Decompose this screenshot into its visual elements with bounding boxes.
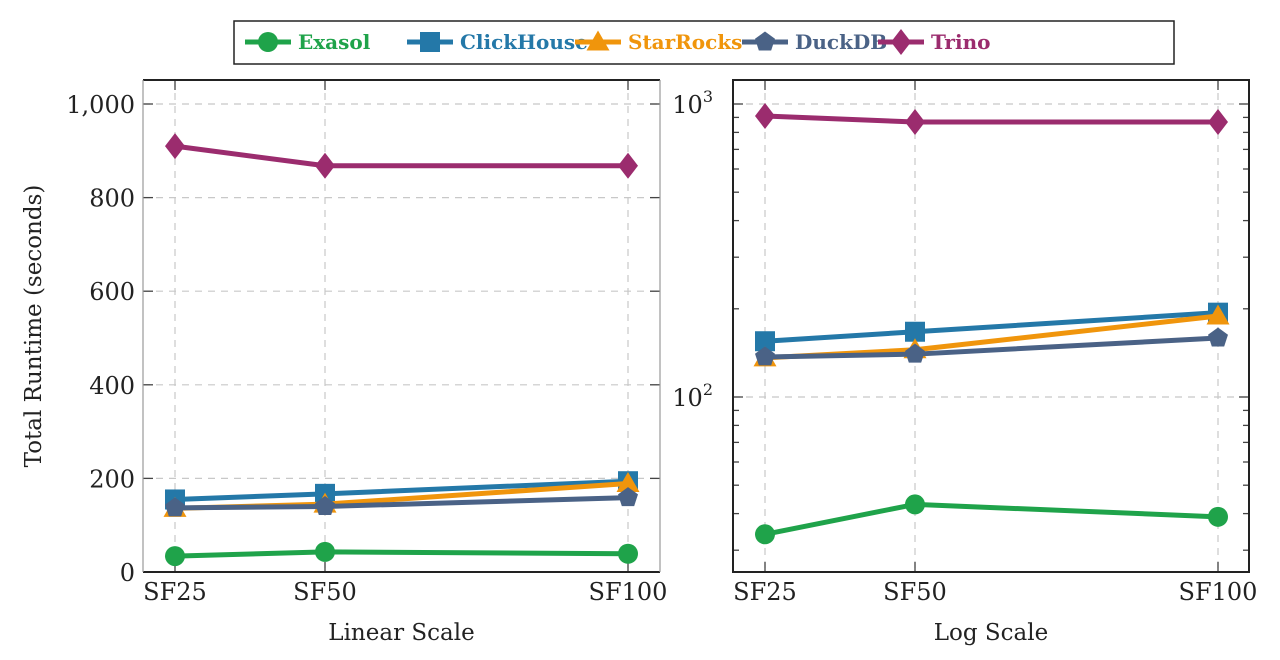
y-axis-title: Total Runtime (seconds) [21,185,47,468]
data-point-starrocks-sf100 [616,472,640,493]
data-point-exasol-sf100 [1208,506,1228,527]
data-point-trino-sf25 [165,133,185,160]
y-tick-label: 0 [120,559,135,587]
data-point-trino-sf100 [618,152,638,179]
data-point-exasol-sf50 [905,494,925,515]
data-point-duckdb-sf25 [755,346,775,366]
series-exasol [165,541,638,567]
series-trino [755,103,1228,136]
data-point-duckdb-sf50 [315,495,335,515]
x-tick-label: SF50 [293,578,357,606]
series-clickhouse [755,302,1228,352]
series-line-trino [172,143,631,169]
legend-label: StarRocks [628,30,742,54]
x-axis-title: Linear Scale [328,620,474,646]
y-tick-label: 400 [89,372,135,400]
data-point-duckdb-sf50 [905,343,925,363]
legend-marker-square-icon [420,32,440,52]
legend-marker-circle-icon [258,32,278,52]
x-tick-label: SF100 [1179,578,1258,606]
data-point-starrocks-sf100 [1206,304,1230,325]
y-tick-label: 102 [672,380,713,412]
data-point-duckdb-sf100 [618,487,638,507]
y-tick-label: 200 [89,465,135,493]
x-tick-label: SF100 [589,578,668,606]
data-point-duckdb-sf100 [1208,327,1228,347]
data-point-trino-sf50 [315,152,335,179]
legend-label: ClickHouse [460,30,588,54]
data-point-trino-sf25 [755,103,775,130]
data-point-exasol-sf25 [165,546,185,567]
y-tick-label: 103 [672,87,713,119]
linear-scale-panel: 0 200 400 600 800 1,000 SF25 SF50 SF100 Linear Sc… [66,79,668,646]
series-line-trino [762,113,1221,125]
legend-box [233,20,1175,65]
legend-label: Exasol [298,30,371,54]
series-line-exasol [762,501,1221,537]
legend-marker-triangle-icon [586,30,610,51]
data-point-exasol-sf100 [618,543,638,564]
data-point-clickhouse-sf50 [905,321,925,342]
y-tick-exponent: 2 [703,380,713,399]
legend: Exasol ClickHouse StarRocks DuckDB Trino [233,20,1175,65]
series-trino [165,133,638,179]
y-tick-label: 1,000 [66,91,135,119]
data-point-trino-sf100 [1208,109,1228,136]
series-exasol [755,494,1228,545]
legend-entry-trino: Trino [878,29,990,55]
legend-entry-duckdb: DuckDB [742,30,887,54]
series-duckdb [165,487,638,517]
data-point-exasol-sf50 [315,541,335,562]
y-tick-label: 800 [89,185,135,213]
log-scale-panel: 102 103 SF25 SF50 SF100 Log Scale [672,79,1258,646]
legend-marker-pentagon-icon [755,31,775,51]
legend-entry-exasol: Exasol [245,30,371,54]
series-line-exasol [172,549,631,559]
y-tick-exponent: 3 [703,87,713,106]
plot-frame [732,79,1250,573]
x-axis-title: Log Scale [934,620,1048,646]
legend-entry-clickhouse: ClickHouse [407,30,588,54]
legend-marker-diamond-icon [891,29,911,55]
data-point-duckdb-sf25 [165,497,185,517]
x-tick-label: SF25 [143,578,207,606]
x-tick-label: SF25 [733,578,797,606]
legend-entry-starrocks: StarRocks [575,30,742,54]
legend-label: DuckDB [795,30,887,54]
series-duckdb [755,327,1228,366]
y-tick-label: 600 [89,278,135,306]
data-point-exasol-sf25 [755,524,775,545]
data-point-trino-sf50 [905,109,925,136]
series-line-clickhouse [762,310,1221,344]
legend-label: Trino [931,30,990,54]
data-point-clickhouse-sf25 [755,331,775,352]
x-tick-label: SF50 [883,578,947,606]
